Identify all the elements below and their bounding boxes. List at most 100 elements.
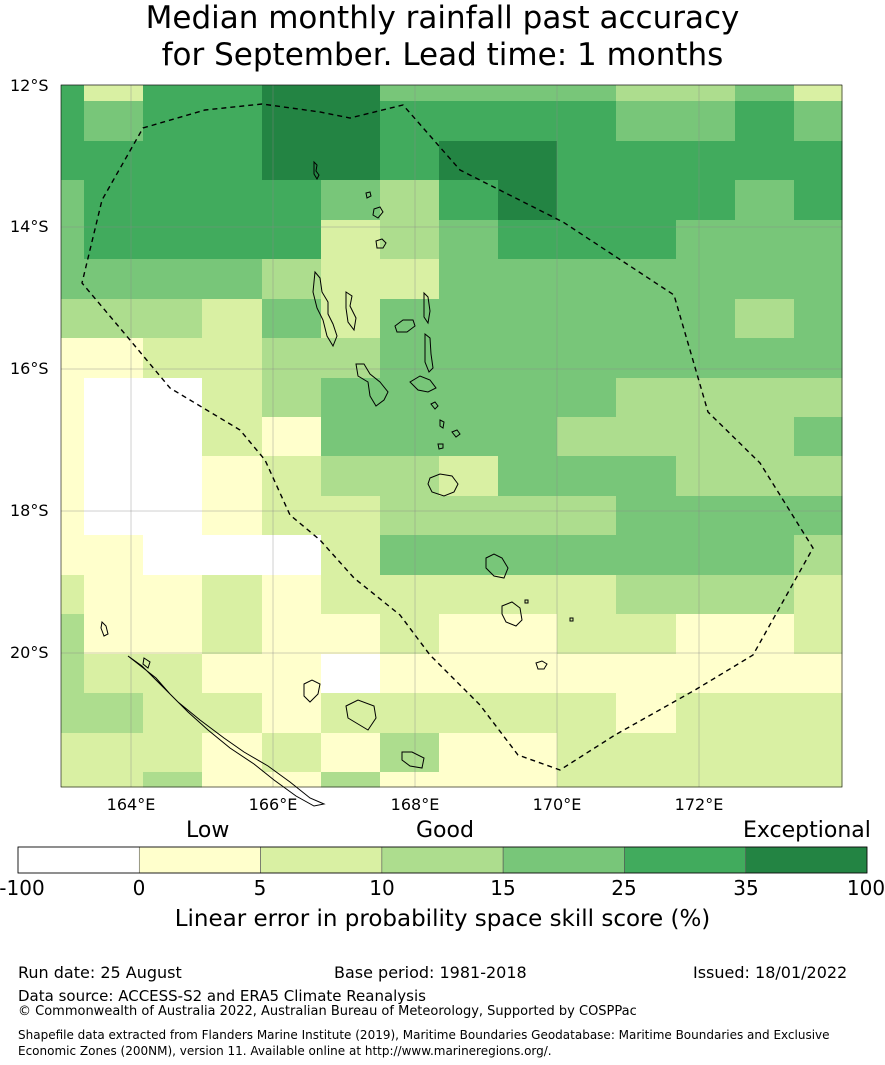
skill-cell — [498, 772, 558, 788]
skill-cell — [321, 417, 381, 457]
skill-cell — [735, 259, 795, 300]
skill-cell — [262, 772, 322, 788]
skill-cell — [61, 417, 85, 457]
skill-cell — [557, 101, 617, 142]
skill-cell — [439, 654, 499, 694]
skill-cell — [557, 141, 617, 181]
island-shape — [372, 206, 384, 219]
skill-cell — [735, 85, 795, 102]
skill-cell — [616, 220, 677, 260]
skill-cell — [557, 180, 617, 221]
skill-cell — [676, 417, 736, 457]
skill-cell — [84, 772, 144, 788]
island-shape — [409, 375, 437, 393]
base-period: Base period: 1981-2018 — [334, 963, 527, 982]
skill-cell — [143, 456, 203, 497]
skill-cell — [321, 535, 381, 576]
skill-cell — [676, 299, 736, 339]
skill-cell — [143, 378, 203, 418]
skill-cell — [439, 693, 499, 734]
run-date: Run date: 25 August — [18, 963, 182, 982]
skill-cell — [380, 456, 440, 497]
island-shape — [394, 319, 416, 333]
skill-cell — [61, 101, 85, 142]
skill-cell — [439, 496, 499, 536]
skill-cell — [676, 772, 736, 788]
skill-cell — [202, 733, 263, 773]
skill-cell — [262, 654, 322, 694]
skill-cell — [321, 259, 381, 300]
skill-cell — [61, 654, 85, 694]
skill-cell — [498, 299, 558, 339]
island-shape — [127, 655, 326, 807]
skill-cell — [202, 654, 263, 694]
island-shape — [430, 401, 439, 410]
skill-cell — [202, 535, 263, 576]
skill-cell — [262, 496, 322, 536]
skill-cell — [735, 496, 795, 536]
skill-cell — [498, 417, 558, 457]
island-shape — [501, 601, 523, 627]
skill-cell — [380, 259, 440, 300]
skill-cell — [616, 456, 677, 497]
skill-cell — [616, 614, 677, 655]
skill-cell — [498, 378, 558, 418]
skill-cell — [380, 417, 440, 457]
skill-cell — [735, 299, 795, 339]
skill-cell — [735, 180, 795, 221]
skill-cell — [84, 693, 144, 734]
skill-cell — [84, 733, 144, 773]
skill-cell — [61, 733, 85, 773]
skill-cell — [61, 299, 85, 339]
island-shape — [100, 620, 109, 637]
skill-cell — [557, 614, 617, 655]
skill-cell — [262, 456, 322, 497]
skill-cell — [439, 101, 499, 142]
skill-cell — [84, 654, 144, 694]
skill-cell — [557, 378, 617, 418]
skill-cell — [61, 338, 85, 379]
lon-tick-label: 164°E — [106, 795, 156, 814]
skill-cell — [439, 417, 499, 457]
skill-cell — [84, 85, 144, 102]
skill-cell — [321, 654, 381, 694]
colorbar-tick-label: 10 — [369, 876, 395, 900]
skill-cell — [498, 85, 558, 102]
skill-cell — [262, 259, 322, 300]
skill-cell — [84, 378, 144, 418]
skill-cell — [84, 456, 144, 497]
skill-cell — [262, 378, 322, 418]
island-shape — [524, 599, 529, 604]
skill-cell — [616, 180, 677, 221]
island-shape — [437, 443, 444, 450]
skill-cell — [557, 693, 617, 734]
skill-cell — [676, 101, 736, 142]
skill-cell — [84, 259, 144, 300]
skill-cell — [321, 614, 381, 655]
skill-cell — [143, 180, 203, 221]
skill-cell — [794, 338, 843, 379]
skill-cell — [143, 614, 203, 655]
copyright: © Commonwealth of Australia 2022, Austra… — [18, 1004, 637, 1019]
skill-cell — [380, 378, 440, 418]
eez-boundary — [81, 103, 814, 771]
skill-cell — [735, 733, 795, 773]
skill-cell — [61, 220, 85, 260]
skill-cell — [321, 496, 381, 536]
lat-tick-label: 18°S — [10, 501, 49, 520]
skill-cell — [380, 535, 440, 576]
skill-cell — [794, 378, 843, 418]
skill-cell — [84, 614, 144, 655]
skill-cell — [735, 101, 795, 142]
issued-date: Issued: 18/01/2022 — [693, 963, 848, 982]
skill-cell — [321, 338, 381, 379]
skill-cell — [321, 141, 381, 181]
skill-cell — [321, 456, 381, 497]
skill-cell — [321, 575, 381, 615]
island-shape — [345, 291, 357, 332]
skill-cell — [143, 101, 203, 142]
skill-cell — [439, 338, 499, 379]
skill-cell — [380, 141, 440, 181]
skill-cell — [262, 299, 322, 339]
